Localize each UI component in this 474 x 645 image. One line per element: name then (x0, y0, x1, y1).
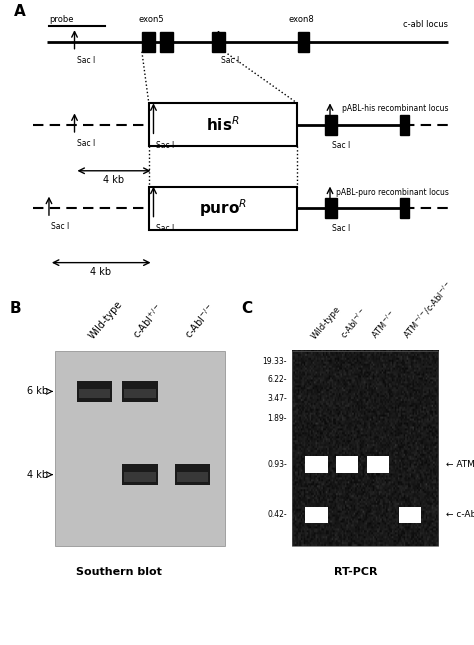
Text: c-Abl$^{-/-}$: c-Abl$^{-/-}$ (182, 301, 219, 341)
Bar (149, 186, 298, 230)
Bar (124, 472, 156, 482)
Text: pABL-puro recombinant locus: pABL-puro recombinant locus (336, 188, 448, 197)
Bar (77, 381, 112, 402)
Text: 6.22-: 6.22- (267, 375, 287, 384)
Bar (367, 456, 389, 473)
Bar (122, 381, 158, 402)
Text: 1.89-: 1.89- (267, 414, 287, 423)
Text: ← c-Abl: ← c-Abl (446, 510, 474, 519)
Bar (55, 352, 226, 546)
Text: Sac I: Sac I (51, 223, 70, 232)
Text: ATM$^{-/-}$: ATM$^{-/-}$ (368, 308, 399, 341)
Text: pABL-his recombinant locus: pABL-his recombinant locus (342, 104, 448, 114)
Bar (124, 389, 156, 399)
Text: RT-PCR: RT-PCR (334, 566, 377, 577)
Bar (79, 389, 110, 399)
Text: C: C (242, 301, 253, 316)
Text: Sac I: Sac I (77, 56, 95, 65)
Text: his$^R$: his$^R$ (206, 115, 240, 134)
Text: Sac I: Sac I (221, 56, 239, 65)
Bar (160, 32, 173, 52)
Bar (325, 115, 337, 135)
Text: Sac I: Sac I (332, 224, 351, 233)
Bar (400, 115, 409, 135)
Text: 0.42-: 0.42- (267, 510, 287, 519)
Bar (175, 464, 210, 485)
Bar (177, 472, 208, 482)
Bar (400, 198, 409, 218)
Text: c-abl locus: c-abl locus (403, 20, 448, 28)
Text: B: B (9, 301, 21, 316)
Bar (149, 103, 298, 146)
Text: 6 kb: 6 kb (27, 386, 48, 397)
Text: Sac I: Sac I (156, 141, 174, 150)
Text: Wild-type: Wild-type (87, 299, 124, 341)
Bar (305, 456, 328, 473)
Bar (305, 506, 328, 523)
Text: A: A (14, 5, 26, 19)
Text: exon5: exon5 (138, 15, 164, 24)
Text: 4 kb: 4 kb (103, 175, 125, 185)
Bar (142, 32, 155, 52)
Bar (211, 32, 225, 52)
Text: exon8: exon8 (288, 15, 314, 24)
Bar (336, 456, 358, 473)
Bar (299, 32, 309, 52)
Bar (325, 198, 337, 218)
Bar (292, 352, 438, 546)
Text: c-Abl$^{+/-}$: c-Abl$^{+/-}$ (129, 301, 166, 341)
Text: probe: probe (49, 15, 73, 24)
Text: 4 kb: 4 kb (27, 470, 48, 480)
Text: 3.47-: 3.47- (267, 394, 287, 403)
Text: 19.33-: 19.33- (262, 357, 287, 366)
Text: 0.93-: 0.93- (267, 460, 287, 469)
Text: Wild-type: Wild-type (310, 304, 342, 341)
Text: puro$^R$: puro$^R$ (199, 197, 247, 219)
Text: ← ATM: ← ATM (446, 460, 474, 469)
Text: Sac I: Sac I (77, 139, 95, 148)
Text: 4 kb: 4 kb (91, 267, 111, 277)
Text: c-Abl$^{-/-}$: c-Abl$^{-/-}$ (337, 306, 370, 341)
Text: ATM$^{-/-}$/c-Abl$^{-/-}$: ATM$^{-/-}$/c-Abl$^{-/-}$ (401, 279, 456, 341)
Text: Sac I: Sac I (332, 141, 351, 150)
Bar (122, 464, 158, 485)
Bar (399, 506, 421, 523)
Text: Southern blot: Southern blot (75, 566, 162, 577)
Text: Sac I: Sac I (156, 224, 174, 233)
